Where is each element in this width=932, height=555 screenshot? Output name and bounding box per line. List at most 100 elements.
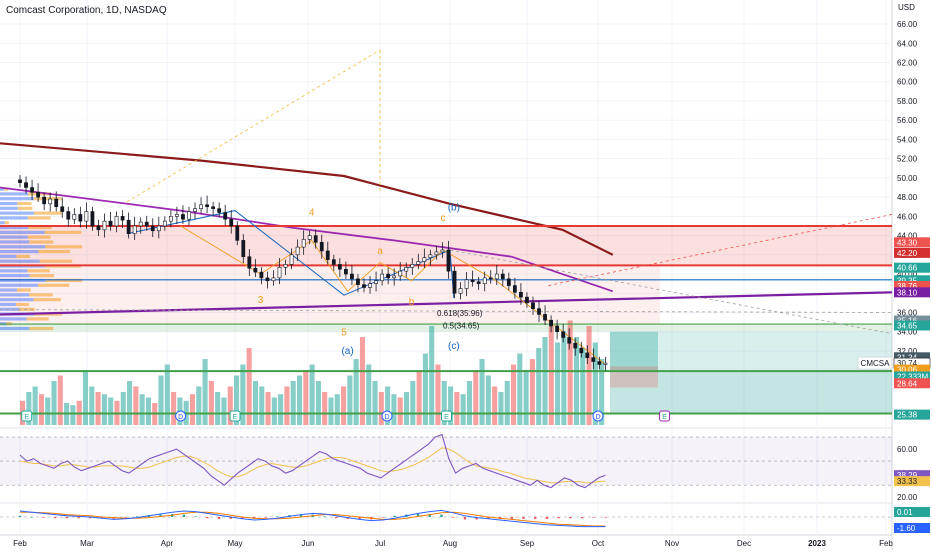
volume-bar (492, 386, 498, 425)
macd-histogram-bar (135, 516, 139, 517)
green-band-zone (0, 324, 892, 332)
volume-bar (221, 397, 227, 425)
candle-body (585, 352, 590, 358)
volume-bar (133, 386, 139, 425)
candle-body (350, 273, 354, 280)
volume-bar (259, 386, 265, 425)
x-tick-label: 2023 (808, 539, 826, 548)
y-tick-label: 40.00 (897, 270, 918, 279)
candle-body (422, 257, 427, 262)
macd-histogram-bar (206, 517, 209, 519)
price-badge-label: 42.20 (897, 249, 918, 258)
volume-bar (95, 392, 101, 425)
candle-body (211, 206, 216, 209)
y-tick-label: 32.00 (897, 347, 918, 356)
earnings-marker-icon (659, 410, 671, 422)
fib-label: 0.618(35.96) (437, 309, 483, 318)
macd-histogram-bar (475, 517, 478, 520)
event-marker[interactable]: D (175, 410, 187, 422)
candle-body (307, 235, 312, 240)
candle-body (313, 235, 318, 243)
volume-bar (284, 386, 290, 425)
candle-body (253, 267, 258, 273)
candle-body (476, 281, 481, 284)
macd-histogram-bar (65, 517, 69, 519)
volume-profile-bar (0, 201, 18, 206)
event-marker[interactable]: E (21, 410, 33, 422)
event-marker[interactable]: E (229, 410, 241, 422)
candle-body (24, 182, 28, 188)
volume-profile-bar (0, 230, 45, 234)
volume-bar (523, 370, 529, 425)
candle-body (398, 270, 403, 277)
macd-histogram-bar (18, 515, 22, 517)
event-marker[interactable]: E (659, 410, 671, 422)
resistance-zone (0, 225, 892, 266)
earnings-marker-icon (21, 410, 33, 422)
volume-bar (246, 348, 252, 425)
y-tick-label: 34.00 (897, 328, 918, 337)
candle-body (368, 283, 372, 288)
event-marker[interactable]: D (592, 410, 604, 422)
macd-signal-line (20, 511, 606, 527)
volume-bar (448, 386, 454, 425)
volume-bar (341, 386, 347, 425)
volume-profile-bar (33, 298, 61, 302)
price-badge (894, 287, 930, 298)
price-badge (894, 262, 930, 273)
volume-profile-bar (29, 274, 54, 278)
candle-body (193, 208, 197, 212)
dividend-marker-icon (592, 410, 604, 422)
candle-body (416, 261, 421, 265)
volume-bar (510, 364, 517, 425)
volume-profile-bar (0, 317, 27, 321)
macd-histogram-bar (323, 516, 326, 517)
volume-bar (599, 359, 605, 425)
candle-body (362, 284, 366, 288)
volume-bar (158, 375, 164, 425)
macd-histogram-bar (89, 517, 92, 519)
macd-histogram-bar (592, 517, 595, 518)
candle-body (84, 211, 89, 222)
candle-body (506, 278, 511, 286)
price-badge-label: 34.65 (897, 321, 918, 330)
volume-profile-bar (28, 225, 52, 230)
candle-body (295, 246, 300, 256)
macd-histogram-bar (522, 517, 525, 519)
volume-profile-bar (0, 307, 20, 311)
rsi-ma-line (19, 447, 606, 484)
wave-line-blue (126, 210, 455, 299)
event-marker[interactable]: E (441, 410, 452, 422)
event-marker[interactable]: D (381, 410, 393, 422)
candle-body (380, 273, 385, 282)
volume-bar (334, 394, 340, 425)
candle-body (223, 212, 228, 220)
macd-badge (894, 507, 930, 517)
volume-profile-bar (0, 283, 39, 287)
volume-bar (189, 394, 196, 425)
candle-body (126, 219, 131, 234)
volume-profile-bar (19, 307, 35, 311)
price-badge-label: 22.333M (897, 372, 928, 381)
candle-body (549, 319, 553, 327)
macd-histogram-bar (487, 517, 490, 519)
candle-body (36, 192, 41, 198)
candle-body (235, 225, 240, 241)
volume-bar (252, 381, 258, 425)
volume-profile-bar (27, 235, 51, 239)
macd-badge-label: 0.01 (897, 508, 913, 517)
volume-profile-bar (26, 317, 49, 321)
volume-profile-bar (39, 259, 73, 263)
volume-bar (366, 364, 372, 425)
price-badge (894, 409, 930, 420)
rsi-tick-label: 60.00 (897, 445, 918, 454)
price-badge-label: 38.76 (897, 282, 918, 291)
price-badge (894, 378, 930, 389)
volume-profile-bar (0, 298, 34, 302)
price-badge-label: 40.66 (897, 264, 918, 273)
candle-body (567, 337, 572, 344)
candle-body (440, 249, 445, 253)
macd-histogram-bar (440, 514, 443, 517)
